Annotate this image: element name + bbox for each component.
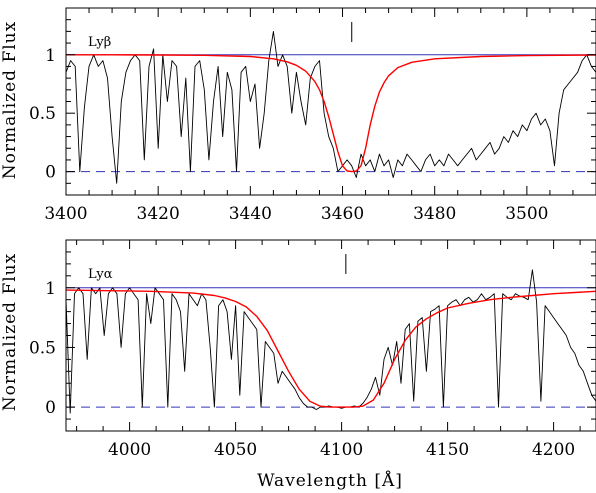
x-tick-label-lyb: 3420 (137, 204, 180, 224)
x-tick-label-lyb: 3440 (229, 204, 272, 224)
x-tick-label-lyb: 3500 (505, 204, 548, 224)
flux-series-lyb (66, 30, 596, 184)
x-tick-label-lyb: 3400 (44, 204, 87, 224)
x-tick-label-lya: 4200 (532, 440, 575, 460)
y-tick-label-lya: 0.5 (29, 338, 56, 358)
y-tick-label-lyb: 0 (45, 163, 56, 183)
y-tick-label-lyb: 1 (45, 46, 56, 66)
plot-frame-lya (65, 239, 596, 432)
y-axis-title-top: Normalized Flux (0, 21, 20, 179)
panel-lya: 4000 4050 4100 4150 4200 0 0.5 1 Lyα (29, 239, 596, 460)
x-tick-label-lyb: 3460 (321, 204, 364, 224)
panel-label-lyb: Lyβ (88, 35, 111, 50)
x-tick-label-lya: 4050 (214, 440, 257, 460)
x-tick-label-lya: 4100 (320, 440, 363, 460)
panel-lyb: 3400 3420 3440 3460 3480 3500 0 0.5 1 Lyβ (29, 7, 596, 224)
model-series-lya (66, 289, 596, 408)
model-series-lyb (66, 54, 596, 173)
panel-label-lya: Lyα (88, 267, 113, 282)
y-tick-label-lya: 1 (45, 279, 56, 299)
plot-frame-lyb (65, 7, 596, 196)
y-tick-label-lya: 0 (45, 398, 56, 418)
x-tick-label-lyb: 3480 (413, 204, 456, 224)
x-axis-title: Wavelength [Å] (257, 470, 403, 491)
y-axis-title-bottom: Normalized Flux (0, 253, 20, 411)
x-tick-label-lya: 4150 (426, 440, 469, 460)
x-tick-label-lya: 4000 (108, 440, 151, 460)
y-tick-label-lyb: 0.5 (29, 104, 56, 124)
